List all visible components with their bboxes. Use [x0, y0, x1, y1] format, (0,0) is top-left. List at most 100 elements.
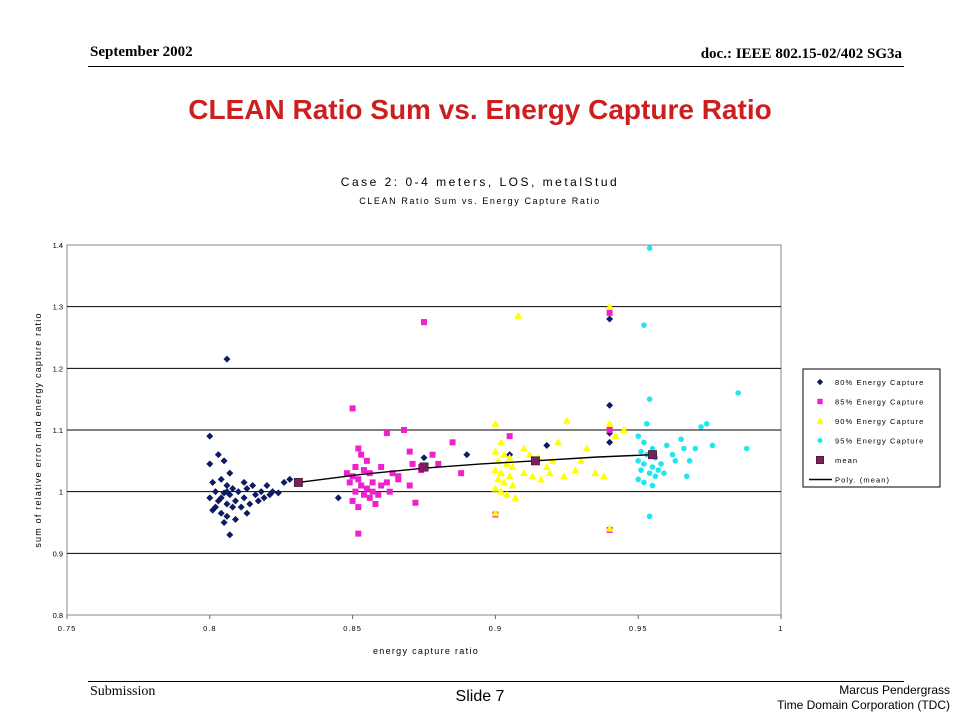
data-point — [352, 488, 359, 495]
data-point — [663, 442, 670, 449]
data-point — [435, 460, 442, 467]
data-point — [363, 485, 370, 492]
data-point — [678, 436, 684, 443]
legend-box — [802, 368, 941, 488]
data-point — [735, 390, 741, 396]
data-point — [412, 499, 419, 506]
data-point — [635, 433, 641, 439]
data-point — [231, 497, 240, 505]
data-point — [372, 501, 379, 507]
data-point — [406, 448, 413, 455]
data-point — [641, 322, 647, 328]
y-tick-label: 1 — [59, 488, 63, 497]
data-point — [220, 518, 228, 527]
chart-title: Case 2: 0-4 meters, LOS, metalStud — [341, 175, 619, 189]
series-6 — [298, 453, 653, 484]
data-point — [263, 481, 271, 490]
data-point — [646, 396, 653, 402]
data-point — [672, 458, 679, 464]
data-point — [606, 309, 613, 316]
data-point — [240, 478, 248, 486]
data-point — [240, 494, 248, 502]
legend-swatch — [816, 456, 824, 464]
data-point — [605, 419, 614, 427]
data-point — [554, 438, 563, 446]
data-point — [505, 472, 514, 480]
legend-entry: mean — [816, 456, 857, 465]
series-4 — [635, 245, 750, 520]
data-point — [646, 470, 653, 476]
data-point — [223, 488, 231, 496]
data-point — [508, 481, 517, 489]
data-point — [366, 494, 373, 501]
data-point — [386, 488, 393, 495]
legend-entry: Poly. (mean) — [809, 476, 890, 485]
data-point — [214, 451, 222, 459]
data-point — [378, 464, 385, 470]
data-point — [280, 478, 288, 486]
legend-swatch — [817, 398, 823, 405]
data-point — [649, 445, 656, 452]
data-point — [257, 488, 265, 496]
data-point — [669, 451, 676, 458]
data-point — [226, 531, 234, 539]
data-point — [571, 466, 580, 474]
data-point — [648, 450, 657, 460]
data-point — [217, 494, 225, 502]
x-tick-labels: 0.75 0.8 0.85 0.9 0.95 1 — [58, 615, 783, 633]
data-point — [661, 470, 667, 476]
data-point — [237, 503, 245, 511]
header-date: September 2002 — [90, 44, 193, 60]
x-tick-label: 0.9 — [489, 624, 502, 633]
x-axis-label: energy capture ratio — [373, 646, 479, 656]
data-point — [649, 464, 656, 470]
data-point — [389, 470, 396, 477]
data-point — [491, 509, 500, 517]
legend-label: Poly. (mean) — [835, 476, 890, 485]
legend-label: 90% Energy Capture — [835, 417, 924, 426]
data-point — [231, 515, 240, 523]
data-point — [420, 454, 428, 462]
data-point — [530, 456, 540, 466]
data-point — [605, 302, 614, 310]
x-tick-label: 0.85 — [343, 624, 362, 633]
data-point — [641, 439, 647, 446]
data-point — [497, 487, 506, 495]
header-doc-id: doc.: IEEE 802.15-02/402 SG3a — [700, 46, 902, 62]
data-point — [383, 479, 390, 486]
data-point — [395, 473, 402, 480]
data-point — [217, 509, 225, 517]
data-point — [217, 475, 225, 483]
y-axis-label: sum of relative error and energy capture… — [33, 312, 43, 547]
data-point — [638, 467, 644, 473]
data-point — [383, 430, 390, 437]
data-point — [494, 475, 503, 483]
data-point — [358, 451, 365, 458]
data-point — [266, 491, 274, 499]
gridlines — [67, 306, 781, 554]
data-point — [211, 488, 220, 496]
data-point — [641, 479, 647, 486]
data-point — [249, 481, 257, 490]
data-point — [511, 493, 520, 501]
data-point — [591, 469, 600, 477]
footer-rule — [88, 681, 904, 682]
data-point — [508, 463, 517, 470]
y-tick-label: 0.9 — [53, 549, 63, 558]
data-point — [355, 445, 362, 452]
data-point — [491, 419, 500, 427]
data-point — [429, 451, 436, 458]
data-point — [361, 467, 368, 474]
data-point — [698, 424, 704, 430]
data-point — [703, 421, 710, 427]
data-point — [611, 432, 620, 440]
data-point — [606, 438, 614, 446]
data-point — [692, 445, 699, 452]
data-point — [254, 497, 262, 505]
data-point — [274, 489, 282, 497]
data-point — [562, 416, 571, 424]
y-tick-label: 1.4 — [53, 241, 63, 250]
legend-label: 80% Energy Capture — [835, 378, 924, 387]
data-point — [229, 485, 237, 493]
data-point — [599, 472, 608, 480]
